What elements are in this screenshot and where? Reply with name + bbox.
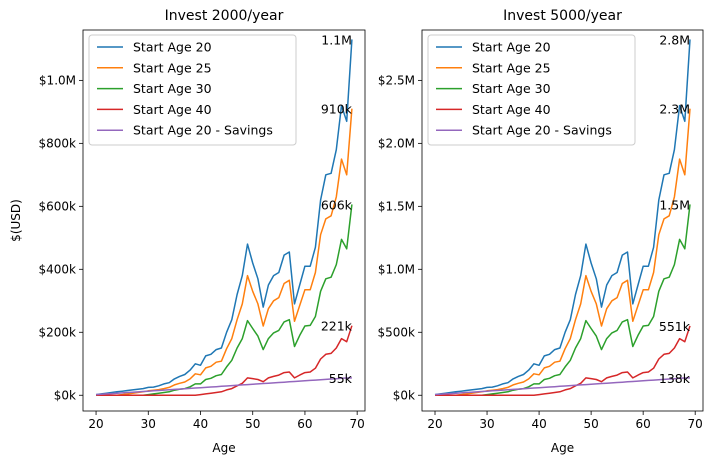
series-line-3 <box>435 325 691 397</box>
y-tick-label: $800k <box>39 136 77 150</box>
legend-label-1: Start Age 25 <box>472 60 551 75</box>
legend-label-0: Start Age 20 <box>133 40 212 55</box>
chart-invest-5000: Invest 5000/year 2.8M 2.3M 1.5M 551k 138k 20 30… <box>378 8 704 455</box>
y-tick-label: $1.5M <box>378 199 415 213</box>
end-label-3: 221k <box>321 319 353 334</box>
x-tick-label: 70 <box>350 417 365 431</box>
y-tick-label: $2.0M <box>378 136 415 150</box>
series-line-0 <box>434 39 691 396</box>
end-label-2: 1.5M <box>659 197 690 212</box>
y-tick-label: $1.0M <box>39 73 76 87</box>
end-label-4: 138k <box>659 371 691 386</box>
x-tick-label: 60 <box>636 417 651 431</box>
plot-frame <box>82 29 366 412</box>
y-tick-label: $200k <box>39 325 77 339</box>
x-axis-label: Age <box>551 441 574 455</box>
y-tick-label: $2.5M <box>378 73 415 87</box>
end-label-2: 606k <box>321 197 353 212</box>
legend-label-0: Start Age 20 <box>472 40 551 55</box>
legend: Start Age 20 Start Age 25 Start Age 30 Star… <box>88 34 297 146</box>
y-tick-label: $500k <box>378 325 416 339</box>
series-line-3 <box>96 325 353 397</box>
end-label-0: 2.8M <box>659 32 690 47</box>
x-tick-label: 40 <box>193 417 208 431</box>
x-tick-label: 40 <box>531 417 546 431</box>
x-tick-label: 50 <box>583 417 598 431</box>
y-tick-label: $0k <box>54 388 76 402</box>
y-axis-label: $(USD) <box>9 199 23 242</box>
x-axis-label: Age <box>212 441 235 455</box>
x-tick-label: 60 <box>297 417 312 431</box>
y-tick-label: $0k <box>393 388 415 402</box>
chart-invest-2000: Invest 2000/year 1.1M 910k 606k 221k 55k 20 30 4… <box>9 8 366 455</box>
y-tick-label: $1.0M <box>378 262 415 276</box>
x-tick-label: 30 <box>141 417 156 431</box>
plot-frame <box>421 29 704 412</box>
series-line-2 <box>435 204 691 397</box>
x-tick-label: 70 <box>688 417 703 431</box>
series-line-0 <box>95 39 353 396</box>
legend-label-3: Start Age 40 <box>472 102 551 117</box>
x-tick-label: 50 <box>245 417 260 431</box>
y-tick-label: $600k <box>39 199 77 213</box>
chart-title: Invest 5000/year <box>503 8 622 24</box>
x-tick-label: 20 <box>427 417 442 431</box>
end-label-0: 1.1M <box>321 32 352 47</box>
x-tick-label: 20 <box>88 417 103 431</box>
legend-label-2: Start Age 30 <box>472 81 551 96</box>
legend-label-4: Start Age 20 - Savings <box>133 123 273 138</box>
legend-label-4: Start Age 20 - Savings <box>472 123 612 138</box>
y-tick-label: $400k <box>39 262 77 276</box>
end-label-3: 551k <box>659 319 691 334</box>
end-label-1: 2.3M <box>659 102 690 117</box>
legend-box <box>88 34 297 146</box>
end-label-4: 55k <box>329 371 353 386</box>
legend-label-2: Start Age 30 <box>133 81 212 96</box>
legend-label-1: Start Age 25 <box>133 60 212 75</box>
series-line-4 <box>434 377 691 396</box>
series-line-2 <box>96 204 353 397</box>
x-tick-label: 30 <box>479 417 494 431</box>
legend-box <box>427 34 636 146</box>
end-label-1: 910k <box>321 102 353 117</box>
legend-label-3: Start Age 40 <box>133 102 212 117</box>
legend: Start Age 20 Start Age 25 Start Age 30 Star… <box>427 34 636 146</box>
chart-title: Invest 2000/year <box>165 8 284 24</box>
series-line-4 <box>96 377 352 396</box>
